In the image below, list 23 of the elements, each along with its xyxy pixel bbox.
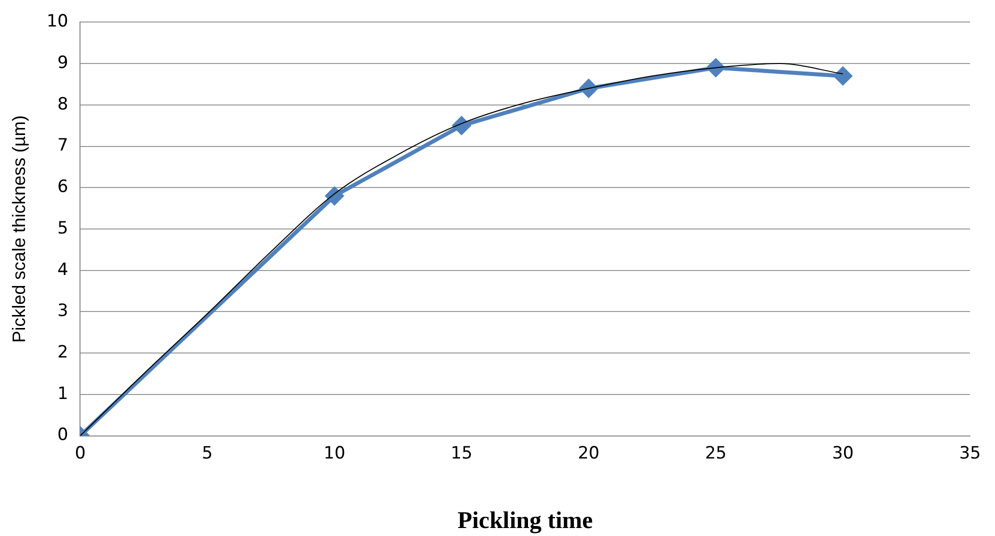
y-tick-label: 10 [46, 12, 68, 32]
y-tick-label: 3 [57, 301, 68, 322]
y-tick-label: 8 [57, 94, 68, 114]
y-tick-label: 5 [57, 218, 68, 238]
point [325, 186, 344, 205]
x-tick-label: 35 [959, 443, 981, 464]
x-tick-label: 0 [74, 443, 86, 464]
y-tick-label: 4 [57, 260, 68, 280]
y-axis-title: Pickled scale thickness (µm) [8, 115, 29, 343]
y-tick-label: 1 [57, 384, 68, 404]
x-tick-label: 30 [832, 443, 854, 464]
y-tick-label: 0 [57, 425, 68, 446]
x-axis-title: Pickling time [457, 508, 594, 534]
y-tick-label: 9 [57, 52, 68, 73]
y-tick-label: 6 [57, 177, 68, 198]
x-tick-label: 15 [450, 443, 472, 464]
x-tick-label: 10 [324, 443, 346, 464]
x-tick-label: 20 [578, 443, 600, 464]
point [834, 66, 852, 85]
y-tick-label: 2 [57, 342, 68, 362]
x-tick-label: 5 [202, 443, 213, 464]
y-tick-label: 7 [57, 136, 68, 156]
x-tick-label: 25 [704, 443, 727, 464]
